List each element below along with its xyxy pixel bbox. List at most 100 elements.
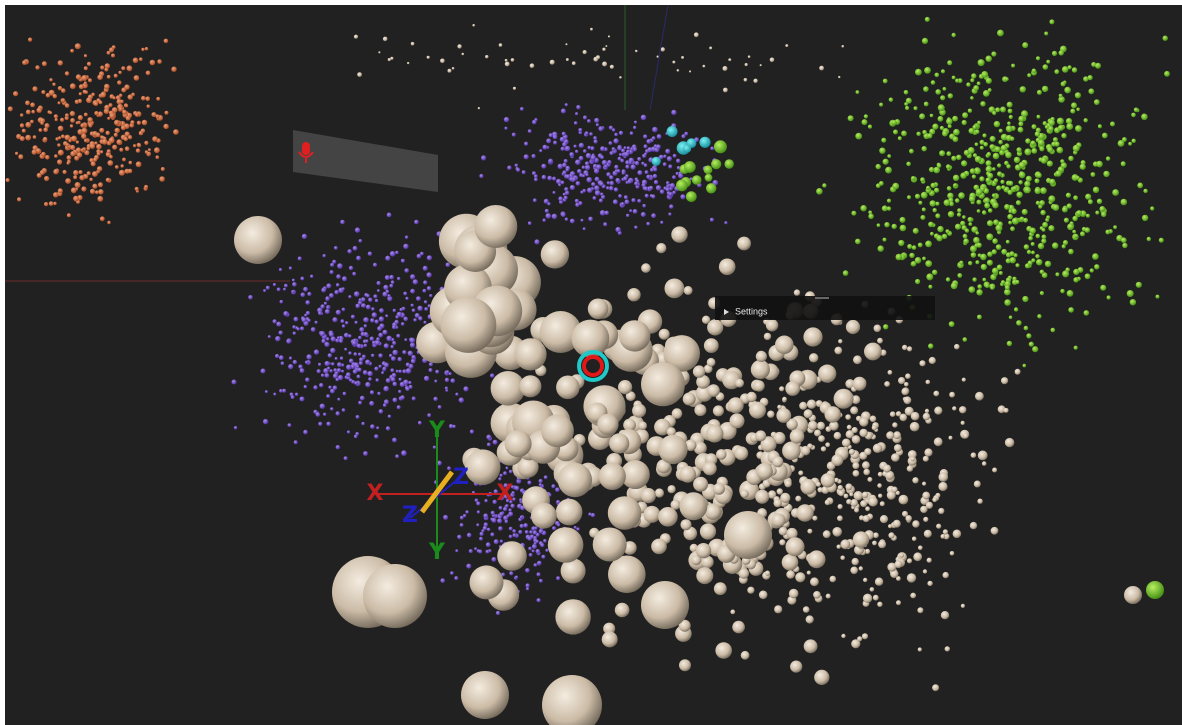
data-point bbox=[602, 61, 608, 67]
data-point bbox=[98, 100, 103, 105]
data-point bbox=[1050, 327, 1056, 333]
data-point bbox=[405, 387, 410, 391]
data-point bbox=[283, 287, 286, 291]
data-point bbox=[396, 405, 401, 410]
data-point bbox=[691, 175, 702, 185]
data-point bbox=[585, 152, 592, 159]
data-point bbox=[901, 130, 907, 137]
data-point bbox=[76, 152, 83, 158]
data-point bbox=[600, 192, 604, 196]
data-point bbox=[303, 429, 308, 435]
data-point bbox=[532, 198, 537, 203]
data-point bbox=[57, 188, 63, 194]
data-point bbox=[679, 492, 708, 521]
data-point bbox=[796, 504, 814, 522]
data-point bbox=[319, 403, 325, 409]
data-point bbox=[519, 498, 523, 502]
data-point bbox=[641, 581, 689, 629]
data-point bbox=[574, 198, 579, 203]
data-point bbox=[53, 114, 59, 119]
data-point bbox=[448, 372, 452, 376]
data-point bbox=[41, 151, 46, 157]
data-point bbox=[614, 164, 619, 170]
data-point bbox=[946, 118, 953, 125]
data-point bbox=[730, 609, 736, 615]
data-point bbox=[656, 144, 661, 150]
data-point bbox=[557, 163, 563, 169]
data-point bbox=[907, 450, 917, 459]
data-point bbox=[293, 440, 298, 445]
data-point bbox=[331, 362, 335, 366]
data-point bbox=[293, 316, 299, 322]
data-point bbox=[968, 195, 976, 203]
data-point bbox=[499, 511, 504, 517]
data-point bbox=[539, 311, 582, 353]
data-point bbox=[925, 260, 933, 267]
data-point bbox=[863, 468, 870, 476]
data-point bbox=[260, 368, 266, 374]
data-point bbox=[1015, 263, 1020, 268]
data-point bbox=[705, 424, 724, 443]
data-point bbox=[1000, 179, 1005, 184]
data-point bbox=[1008, 315, 1013, 320]
data-point bbox=[163, 38, 169, 44]
data-point bbox=[524, 530, 529, 534]
voice-panel[interactable] bbox=[293, 130, 438, 192]
data-point bbox=[1072, 229, 1077, 234]
data-point bbox=[683, 161, 696, 173]
data-point bbox=[118, 107, 123, 111]
data-point bbox=[678, 173, 684, 179]
data-point bbox=[310, 274, 314, 278]
data-point bbox=[696, 567, 714, 585]
data-point bbox=[1099, 206, 1106, 212]
data-point bbox=[1041, 228, 1046, 232]
data-point bbox=[564, 190, 570, 195]
data-point bbox=[371, 353, 375, 358]
data-point bbox=[983, 197, 990, 204]
data-point bbox=[573, 525, 577, 529]
data-point bbox=[428, 368, 433, 373]
data-point bbox=[1058, 96, 1065, 103]
data-point bbox=[756, 462, 773, 480]
data-point bbox=[951, 155, 957, 161]
expand-arrow[interactable] bbox=[724, 309, 729, 315]
data-point bbox=[527, 129, 532, 134]
data-point bbox=[65, 143, 70, 147]
settings-bar[interactable] bbox=[715, 296, 935, 320]
data-point bbox=[671, 109, 677, 116]
data-point bbox=[35, 65, 40, 70]
data-point bbox=[52, 94, 57, 99]
data-point bbox=[1023, 217, 1028, 223]
data-point bbox=[386, 212, 392, 218]
data-point bbox=[385, 255, 391, 261]
data-point bbox=[841, 633, 846, 639]
data-point bbox=[618, 153, 622, 157]
data-point bbox=[850, 406, 859, 415]
data-point bbox=[1092, 253, 1099, 260]
data-point bbox=[912, 477, 919, 484]
data-point bbox=[77, 115, 83, 121]
data-point bbox=[967, 216, 973, 223]
data-point bbox=[383, 284, 389, 290]
data-point bbox=[447, 466, 451, 471]
data-point bbox=[631, 198, 636, 203]
settings-label[interactable]: Settings bbox=[735, 306, 768, 316]
data-point bbox=[905, 515, 912, 522]
data-point bbox=[410, 41, 415, 46]
microphone-icon[interactable] bbox=[298, 142, 314, 163]
data-point bbox=[670, 499, 681, 510]
data-point bbox=[358, 361, 363, 366]
settings-panel[interactable]: Settings bbox=[715, 296, 935, 320]
data-point bbox=[1040, 157, 1048, 164]
data-point bbox=[1046, 59, 1051, 64]
data-point bbox=[906, 465, 914, 472]
data-point bbox=[683, 286, 693, 295]
data-point bbox=[868, 210, 873, 215]
data-point bbox=[83, 54, 88, 58]
data-point bbox=[651, 213, 656, 219]
data-point bbox=[531, 549, 535, 553]
data-point bbox=[749, 401, 766, 419]
data-point bbox=[493, 539, 499, 545]
data-point bbox=[656, 243, 667, 254]
data-point bbox=[703, 338, 719, 353]
